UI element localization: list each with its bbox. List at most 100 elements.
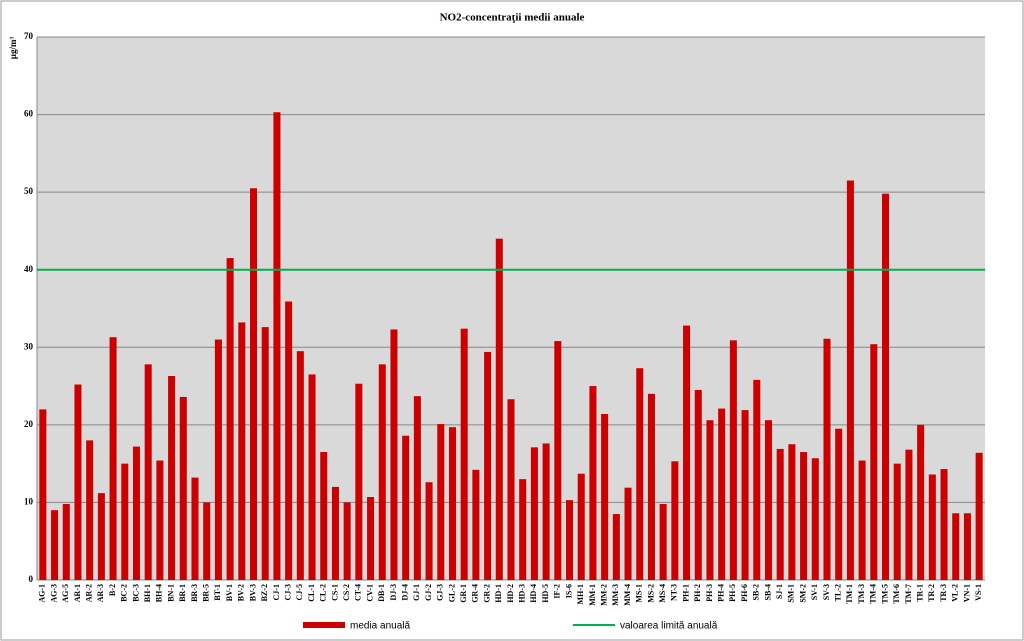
x-tick-label: BV-3 [248,584,257,601]
bar [800,452,808,580]
bar [308,374,316,580]
x-tick-label: AG-5 [61,584,70,603]
bar [179,396,187,580]
x-tick-label: CJ-3 [283,584,292,600]
x-tick-label: TL-2 [834,584,843,601]
x-tick-label: TM-5 [880,584,889,604]
bar [390,329,398,580]
bar [484,351,492,580]
bar [97,493,105,580]
x-tick-label: B-2 [108,584,117,596]
bar [156,460,164,580]
x-tick-label: SB-2 [752,584,761,600]
chart-title: NO2-concentraţii medii anuale [440,12,585,24]
bar [542,443,550,580]
bar [495,238,503,580]
y-tick-label: 0 [29,574,34,584]
x-tick-label: CT-4 [354,584,363,601]
bar [729,340,737,580]
x-tick-label: VS-1 [974,584,983,601]
x-tick-label: PH-6 [740,584,749,602]
x-tick-label: BC-3 [131,584,140,602]
x-tick-label: SM-2 [798,584,807,603]
x-tick-label: MH-1 [576,584,585,604]
bar [554,341,562,580]
bar [811,458,819,580]
x-tick-label: MM-3 [611,584,620,606]
x-tick-label: HD-2 [506,584,515,603]
x-tick-label: BH-1 [143,584,152,602]
bar [706,420,714,580]
x-tick-label: DJ-3 [389,584,398,600]
x-tick-label: BH-4 [155,584,164,602]
x-tick-label: MS-1 [635,584,644,603]
x-tick-label: GJ-1 [412,584,421,601]
x-tick-label: PH-4 [716,584,725,602]
bar [519,479,527,580]
x-tick-label: HD-3 [518,584,527,603]
bar [437,424,445,580]
bar [753,379,761,580]
bar [86,440,94,580]
bar [413,396,421,580]
bar [776,448,784,580]
bar [144,364,152,580]
x-tick-label: BC-2 [120,584,129,602]
x-tick-label: CL-1 [307,584,316,602]
bar [612,514,620,580]
x-tick-label: PH-5 [728,584,737,602]
x-tick-label: MM-1 [588,584,597,606]
x-tick-label: GL-2 [447,584,456,602]
x-tick-label: VL-2 [951,584,960,602]
y-tick-label: 70 [24,31,34,41]
x-tick-label: TM-1 [845,584,854,604]
x-tick-label: MS-2 [646,584,655,603]
x-tick-label: PH-1 [681,584,690,602]
x-tick-label: BV-1 [225,584,234,601]
bar [741,410,749,580]
x-tick-label: SJ-1 [775,584,784,599]
bar [378,364,386,580]
x-tick-label: VN-1 [962,584,971,602]
bar [51,510,59,580]
y-tick-label: 40 [24,264,34,274]
bar [601,413,609,580]
x-tick-label: BV-2 [237,584,246,601]
bar [940,469,948,580]
x-tick-label: DB-1 [377,584,386,602]
x-tick-label: AG-1 [38,584,47,603]
x-tick-label: IF-2 [553,584,562,599]
y-tick-label: 30 [24,341,34,351]
bar [121,463,129,580]
bar [846,180,854,580]
bar [132,446,140,580]
bar [577,473,585,580]
x-tick-label: BZ-2 [260,584,269,601]
bar [367,496,375,580]
bar [683,325,691,580]
bar [917,424,925,580]
x-tick-label: HD-5 [541,584,550,603]
x-tick-label: TM-4 [869,584,878,604]
bar [928,474,936,580]
bar [893,463,901,580]
x-tick-label: CS-1 [330,584,339,601]
x-tick-label: CL-2 [319,584,328,602]
x-tick-label: SB-4 [763,584,772,600]
bar [507,399,515,580]
x-tick-label: GJ-2 [424,584,433,601]
bar [963,513,971,580]
x-tick-label: TM-7 [904,584,913,604]
x-tick-label: PH-3 [705,584,714,602]
bar [62,503,70,580]
bar [250,188,258,580]
y-axis-label: µg/m³ [8,37,18,60]
legend-swatch [303,622,345,628]
bar [168,375,176,580]
bar [718,408,726,580]
x-tick-label: NT-3 [670,584,679,601]
bar [331,486,339,580]
x-tick-label: BR-3 [190,584,199,602]
y-tick-label: 50 [24,186,34,196]
